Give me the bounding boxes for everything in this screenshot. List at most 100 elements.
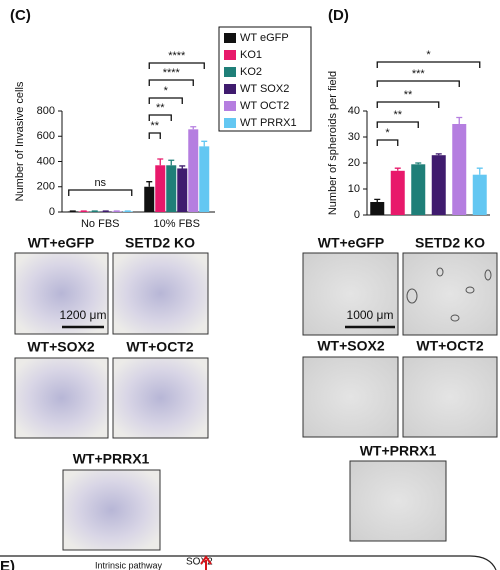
y-tick-label: 400 (37, 155, 55, 167)
significance-bracket (376, 121, 419, 128)
significance-bracket (148, 62, 205, 69)
significance-label: **** (168, 50, 186, 62)
bar (111, 211, 122, 212)
pathway-label: Intrinsic pathway (95, 560, 163, 570)
error-bar (415, 162, 422, 165)
error-bar (476, 167, 483, 175)
significance-bracket (148, 132, 161, 139)
legend-label: WT eGFP (240, 32, 289, 44)
error-bar (394, 167, 401, 171)
micrograph (402, 356, 498, 438)
y-tick-label: 0 (49, 206, 55, 218)
image-caption: WT+PRRX1 (73, 451, 150, 467)
micrograph (402, 252, 498, 336)
bar (89, 211, 100, 212)
significance-label: **** (163, 67, 181, 79)
error-bar (168, 159, 175, 166)
bar (411, 164, 426, 215)
bar (370, 202, 385, 215)
micrograph (112, 357, 209, 439)
bar (199, 146, 210, 212)
legend-swatch (224, 118, 236, 128)
y-tick-label: 0 (354, 209, 360, 221)
image-caption: WT+eGFP (28, 235, 95, 251)
image-caption: SETD2 KO (415, 235, 485, 251)
bar (188, 129, 199, 212)
significance-bracket (376, 101, 440, 108)
legend-label: WT PRRX1 (240, 117, 297, 129)
micrograph (302, 356, 399, 438)
significance-bracket (376, 61, 481, 68)
y-tick-label: 200 (37, 181, 55, 193)
y-tick-label: 600 (37, 130, 55, 142)
error-bar (179, 165, 186, 169)
legend-swatch (224, 84, 236, 94)
legend-swatch (224, 50, 236, 60)
significance-label: ** (404, 89, 413, 101)
bar (452, 124, 467, 215)
error-bar (157, 158, 164, 166)
up-arrow (200, 555, 212, 570)
scale-label: 1200 μm (60, 308, 107, 322)
bar (67, 211, 78, 212)
bar (472, 174, 487, 215)
bar (431, 155, 446, 215)
micrographs-d: WT+eGFP SETD2 KO 1000 μm WT+SOX2 WT+OCT2… (302, 235, 498, 542)
significance-label: * (385, 127, 390, 139)
significance-bracket (376, 139, 399, 146)
gene-label: SOX2 (186, 557, 213, 568)
legend-label: WT OCT2 (240, 100, 289, 112)
legend-swatch (224, 67, 236, 77)
x-tick-label: 10% FBS (154, 218, 200, 230)
y-axis-label: Number of spheroids per field (327, 71, 339, 215)
image-caption: WT+eGFP (318, 235, 385, 251)
legend-label: KO1 (240, 49, 262, 61)
significance-bracket (68, 189, 133, 196)
y-tick-label: 800 (37, 105, 55, 117)
x-tick-label: No FBS (81, 218, 120, 230)
legend-swatch (224, 33, 236, 43)
error-bar (435, 153, 442, 156)
panel-label: E) (0, 558, 15, 570)
micrograph (14, 252, 109, 335)
panel-label: (C) (10, 7, 31, 24)
micrograph (14, 357, 109, 439)
micrograph (112, 252, 209, 335)
bar (78, 211, 89, 212)
image-caption: WT+OCT2 (126, 339, 193, 355)
error-bar (374, 198, 381, 202)
significance-label: ** (156, 102, 165, 114)
image-caption: SETD2 KO (125, 235, 195, 251)
y-axis-label: Number of Invasive cells (14, 81, 26, 201)
significance-label: ** (150, 120, 159, 132)
legend-label: KO2 (240, 66, 262, 78)
legend-label: WT SOX2 (240, 83, 289, 95)
legend-box (218, 26, 312, 132)
image-caption: WT+OCT2 (416, 338, 483, 354)
error-bar (190, 126, 197, 130)
significance-bracket (148, 79, 194, 86)
image-caption: WT+SOX2 (27, 339, 95, 355)
y-tick-label: 40 (348, 105, 360, 117)
scale-label: 1000 μm (347, 308, 394, 322)
significance-label: * (426, 49, 431, 61)
bar (144, 186, 155, 212)
error-bar (456, 116, 463, 124)
image-caption: WT+SOX2 (317, 338, 385, 354)
bar (155, 165, 166, 212)
significance-label: *** (412, 68, 426, 80)
error-bar (201, 140, 208, 147)
y-tick-label: 10 (348, 183, 360, 195)
panel-border (0, 555, 497, 570)
micrograph (302, 252, 399, 336)
significance-bracket (376, 80, 460, 87)
y-tick-label: 20 (348, 157, 360, 169)
bar (166, 165, 177, 212)
significance-label: ns (94, 177, 106, 189)
y-tick-label: 30 (348, 131, 360, 143)
panel-label: (D) (328, 7, 349, 24)
bar (122, 211, 133, 212)
significance-bracket (148, 97, 183, 104)
significance-label: ** (393, 109, 402, 121)
